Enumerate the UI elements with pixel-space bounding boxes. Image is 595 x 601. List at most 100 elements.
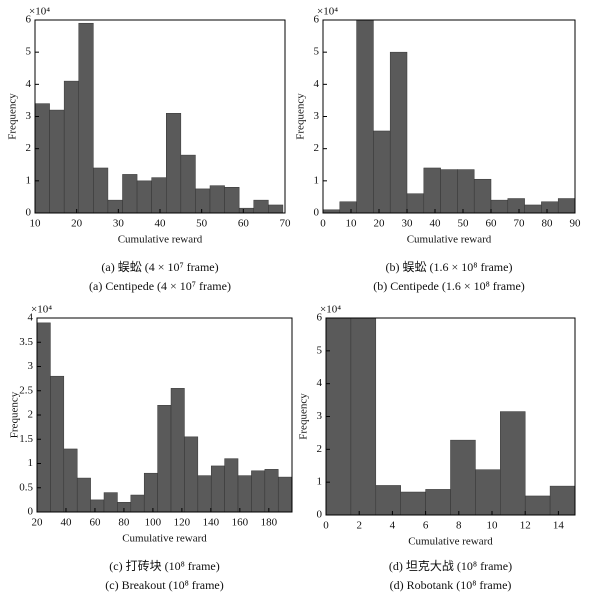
x-tick-label: 8: [456, 520, 462, 532]
y-tick-label: 3: [26, 110, 32, 122]
bar: [406, 193, 425, 213]
y-axis-label: Frequency: [7, 93, 19, 140]
y-multiplier: ×10⁴: [29, 6, 50, 18]
y-tick-label: 0: [28, 506, 34, 518]
y-tick-label: 4: [314, 78, 320, 90]
bar: [151, 177, 167, 213]
y-tick-label: 0: [26, 207, 32, 219]
x-axis-label: Cumulative reward: [122, 533, 207, 545]
bar: [389, 51, 408, 213]
bar: [400, 491, 426, 515]
x-tick-label: 50: [458, 218, 470, 230]
x-tick-label: 160: [232, 517, 249, 529]
bar: [184, 436, 199, 512]
y-multiplier: ×10⁴: [317, 6, 338, 18]
bars: [326, 318, 575, 515]
x-tick-label: 10: [346, 218, 358, 230]
bar: [224, 458, 239, 512]
y-tick-label: 0: [314, 207, 320, 219]
bar: [180, 154, 196, 213]
bar: [475, 469, 501, 515]
bar: [473, 178, 492, 213]
bar: [35, 103, 50, 213]
x-tick-label: 180: [261, 517, 278, 529]
x-tick-label: 70: [280, 218, 292, 230]
x-tick-label: 30: [113, 218, 125, 230]
bar: [375, 485, 401, 515]
y-tick-label: 6: [317, 312, 323, 324]
x-tick-label: 120: [174, 517, 191, 529]
bar: [197, 475, 212, 512]
y-tick-label: 2: [26, 142, 32, 154]
y-tick-label: 4: [317, 377, 323, 389]
bar: [130, 494, 145, 512]
x-axis-label: Cumulative reward: [407, 234, 492, 246]
bar: [500, 411, 526, 515]
bar: [268, 204, 284, 213]
bar: [237, 475, 252, 512]
bars: [35, 22, 284, 213]
bar: [37, 322, 51, 512]
bars: [323, 20, 575, 213]
bar: [339, 201, 357, 213]
bar: [524, 495, 551, 515]
x-tick-label: 80: [118, 517, 130, 529]
y-tick-label: 3: [317, 410, 323, 422]
y-tick-label: 1: [26, 174, 32, 186]
bar: [49, 109, 65, 213]
x-axis-label: Cumulative reward: [118, 234, 203, 246]
bar: [557, 198, 575, 213]
bar: [209, 185, 225, 213]
x-tick-label: 100: [145, 517, 162, 529]
bar: [103, 492, 118, 512]
x-tick-label: 6: [423, 520, 429, 532]
y-tick-label: 6: [314, 14, 320, 26]
x-tick-label: 0: [323, 520, 329, 532]
y-tick-label: 1: [317, 476, 323, 488]
y-tick-label: 2: [314, 142, 320, 154]
x-tick-label: 20: [71, 218, 83, 230]
y-axis-label: Frequency: [298, 393, 310, 440]
x-tick-label: 12: [520, 520, 531, 532]
x-tick-label: 4: [390, 520, 396, 532]
x-tick-label: 2: [356, 520, 362, 532]
bar: [157, 405, 172, 512]
x-tick-label: 20: [374, 218, 386, 230]
bar: [423, 167, 441, 213]
y-tick-label: 5: [314, 46, 320, 58]
bar: [251, 470, 266, 512]
y-tick-label: 1.5: [19, 433, 33, 445]
y-tick-label: 5: [317, 344, 323, 356]
y-multiplier: ×10⁴: [320, 304, 341, 316]
y-tick-label: 1: [28, 457, 34, 469]
bar: [238, 207, 255, 213]
x-tick-label: 60: [238, 218, 250, 230]
bar: [50, 375, 65, 512]
bar: [195, 188, 211, 213]
x-tick-label: 80: [542, 218, 554, 230]
caption: (d) 坦克大战 (10⁸ frame): [389, 559, 512, 573]
bar: [541, 201, 559, 213]
y-multiplier: ×10⁴: [31, 304, 52, 316]
bar: [170, 388, 185, 512]
x-tick-label: 90: [570, 218, 582, 230]
y-tick-label: 4: [28, 312, 34, 324]
bar: [440, 169, 458, 213]
bar: [63, 448, 78, 512]
caption: (c) 打砖块 (10⁸ frame): [109, 558, 219, 573]
y-tick-label: 3.5: [19, 336, 33, 348]
bar: [253, 199, 269, 213]
bar: [76, 477, 91, 512]
bar: [122, 174, 138, 213]
y-tick-label: 2: [28, 409, 34, 421]
bar: [166, 113, 182, 213]
x-tick-label: 10: [487, 520, 499, 532]
bar: [277, 476, 292, 512]
bar: [457, 169, 475, 213]
y-tick-label: 2.5: [19, 384, 33, 396]
x-tick-label: 14: [553, 520, 565, 532]
y-tick-label: 5: [26, 46, 32, 58]
x-tick-label: 10: [30, 218, 42, 230]
bar: [373, 130, 391, 213]
bar: [143, 472, 158, 512]
